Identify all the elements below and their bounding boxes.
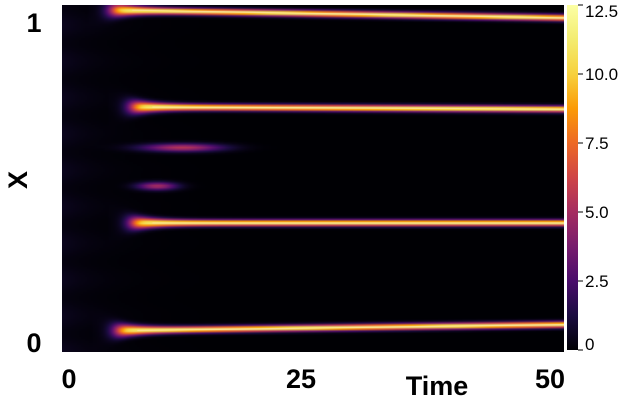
colorbar-tick-label: 0 [585,335,594,354]
y-axis-label: X [3,171,33,189]
colorbar-tick-label: 12.5 [585,2,618,21]
colorbar-tick-label: 5.0 [585,203,609,222]
x-axis-label: Time [406,371,469,400]
colorbar: 0 2.5 5.0 7.5 10.0 12.5 [567,2,618,354]
x-axis: 0 25 50 [61,364,565,394]
colorbar-tick-label: 10.0 [585,65,618,84]
x-tick-label: 25 [286,364,316,394]
colorbar-tick-label: 2.5 [585,272,609,291]
stripe-1 [137,323,565,332]
x-tick-label: 0 [61,364,76,394]
y-axis: 01 [26,8,41,358]
colorbar-tick-label: 7.5 [585,134,609,153]
stripe-4 [132,9,565,19]
stripe-marks [132,9,565,332]
heatmap-raster [62,5,564,352]
stripe-3 [152,106,565,110]
heatmap-plot-area [62,5,564,352]
y-tick-label: 1 [26,8,41,38]
x-tick-label: 50 [535,364,565,394]
colorbar-ticks: 0 2.5 5.0 7.5 10.0 12.5 [578,2,618,354]
colorbar-gradient [567,5,578,350]
y-tick-label: 0 [26,328,41,358]
